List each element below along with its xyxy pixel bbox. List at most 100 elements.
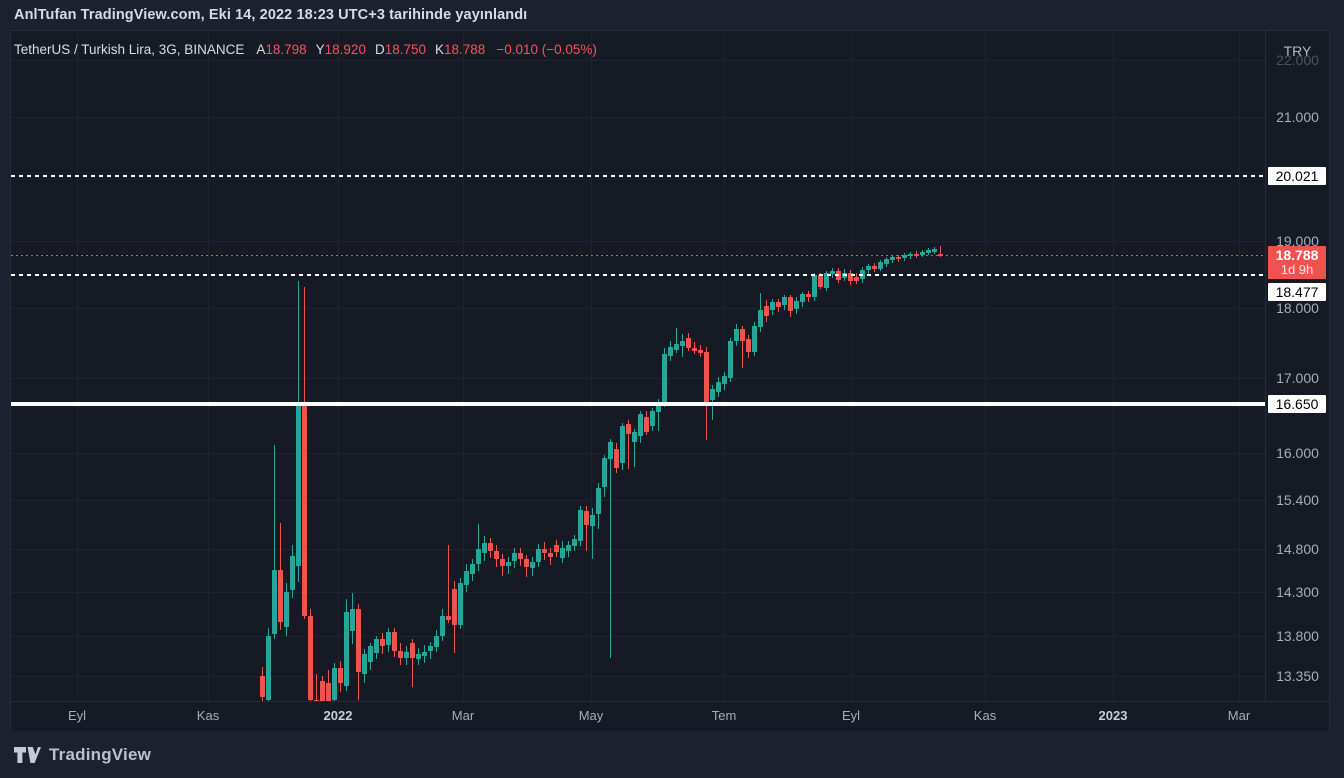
- price-tick-label: 13.800: [1276, 628, 1319, 644]
- candle-body: [446, 616, 451, 620]
- candle-body: [260, 676, 265, 698]
- currency-label: TRY: [1283, 43, 1312, 59]
- candle-body: [854, 277, 859, 282]
- candle-wick: [610, 439, 611, 658]
- ohlc-values: A18.798 Y18.920 D18.750 K18.788: [256, 42, 494, 57]
- candle-body: [602, 458, 607, 487]
- candle-wick: [274, 445, 275, 639]
- candle-body: [452, 589, 457, 625]
- candle-body: [686, 338, 691, 348]
- candle-body: [494, 551, 499, 560]
- candle-body: [518, 553, 523, 559]
- price-tick-label: 15.400: [1276, 492, 1319, 508]
- candle-body: [332, 668, 337, 700]
- candle-body: [470, 564, 475, 575]
- price-gridline: [11, 676, 1265, 677]
- price-gridline: [11, 636, 1265, 637]
- price-gridline: [11, 241, 1265, 242]
- candle-body: [770, 302, 775, 311]
- symbol-title: TetherUS / Turkish Lira, 3G, BINANCE: [14, 42, 245, 57]
- level-price-label: 18.477: [1268, 283, 1326, 301]
- level-line: [11, 175, 1265, 177]
- price-gridline: [11, 378, 1265, 379]
- candle-body: [680, 341, 685, 346]
- candle-body: [428, 646, 433, 652]
- candle-body: [884, 259, 889, 264]
- candle-body: [908, 254, 913, 256]
- candle-body: [356, 609, 361, 672]
- price-gridline: [11, 549, 1265, 550]
- candle-body: [914, 254, 919, 256]
- candle-body: [698, 350, 703, 353]
- price-gridline: [11, 308, 1265, 309]
- tradingview-logo-icon[interactable]: [14, 745, 41, 765]
- price-tick-label: 16.000: [1276, 445, 1319, 461]
- candle-wick: [628, 420, 629, 469]
- candle-body: [704, 352, 709, 405]
- candle-body: [476, 549, 481, 565]
- price-tick-label: 18.000: [1276, 300, 1319, 316]
- time-gridline: [724, 31, 725, 701]
- time-gridline: [1239, 31, 1240, 701]
- candle-body: [644, 417, 649, 433]
- candle-body: [596, 488, 601, 515]
- candle-wick: [412, 639, 413, 687]
- price-tick-label: 22.000: [1276, 52, 1319, 68]
- candle-wick: [316, 674, 317, 701]
- candle-wick: [676, 328, 677, 353]
- candle-body: [632, 432, 637, 442]
- price-tick-label: 21.000: [1276, 109, 1319, 125]
- price-axis[interactable]: TRY 22.000 21.000 19.000 18.000 17.000 16.000…: [1265, 31, 1329, 701]
- price-tick-label: 13.350: [1276, 668, 1319, 684]
- candle-body: [764, 306, 769, 317]
- candle-body: [866, 266, 871, 270]
- candle-body: [266, 636, 271, 701]
- candle-body: [806, 294, 811, 298]
- candle-body: [554, 545, 559, 552]
- ohlc-A: A18.798: [256, 42, 307, 57]
- candle-body: [848, 273, 853, 282]
- candle-body: [536, 549, 541, 562]
- tradingview-brand[interactable]: TradingView: [49, 744, 152, 764]
- candle-body: [302, 406, 307, 616]
- candle-wick: [940, 246, 941, 257]
- time-gridline: [1113, 31, 1114, 701]
- current-price-label[interactable]: 18.788 1d 9h: [1268, 246, 1326, 279]
- candle-body: [488, 543, 493, 552]
- candle-body: [422, 652, 427, 656]
- candle-body: [320, 681, 325, 701]
- chart-pane[interactable]: TetherUS / Turkish Lira, 3G, BINANCE A18.…: [11, 31, 1265, 701]
- candle-body: [560, 548, 565, 559]
- candle-body: [818, 275, 823, 288]
- candle-body: [500, 559, 505, 566]
- ohlc-D: D18.750: [374, 42, 426, 57]
- candle-body: [506, 562, 511, 567]
- candle-body: [278, 570, 283, 622]
- candle-body: [380, 639, 385, 647]
- candle-body: [326, 683, 331, 701]
- candle-body: [410, 643, 415, 659]
- time-tick-label: Eyl: [67, 708, 87, 723]
- time-gridline: [77, 31, 78, 701]
- candle-body: [626, 424, 631, 434]
- candle-wick: [592, 508, 593, 559]
- candle-body: [524, 559, 529, 568]
- bar-countdown: 1d 9h: [1280, 262, 1314, 277]
- candle-body: [404, 652, 409, 659]
- candle-wick: [448, 545, 449, 623]
- candle-body: [350, 609, 355, 632]
- publish-text: AnlTufan TradingView.com, Eki 14, 2022 1…: [14, 7, 528, 23]
- candle-body: [902, 255, 907, 259]
- time-axis[interactable]: Eyl Kas 2022 Mar May Tem Eyl Kas 2023 Mar: [11, 701, 1329, 731]
- candle-body: [344, 612, 349, 687]
- candle-body: [878, 262, 883, 269]
- ohlc-K: K18.788: [435, 42, 486, 57]
- candle-body: [926, 250, 931, 253]
- time-gridline: [985, 31, 986, 701]
- price-gridline: [11, 117, 1265, 118]
- time-gridline: [463, 31, 464, 701]
- candle-body: [794, 301, 799, 310]
- candle-body: [638, 414, 643, 436]
- candle-body: [782, 297, 787, 306]
- candle-body: [674, 344, 679, 350]
